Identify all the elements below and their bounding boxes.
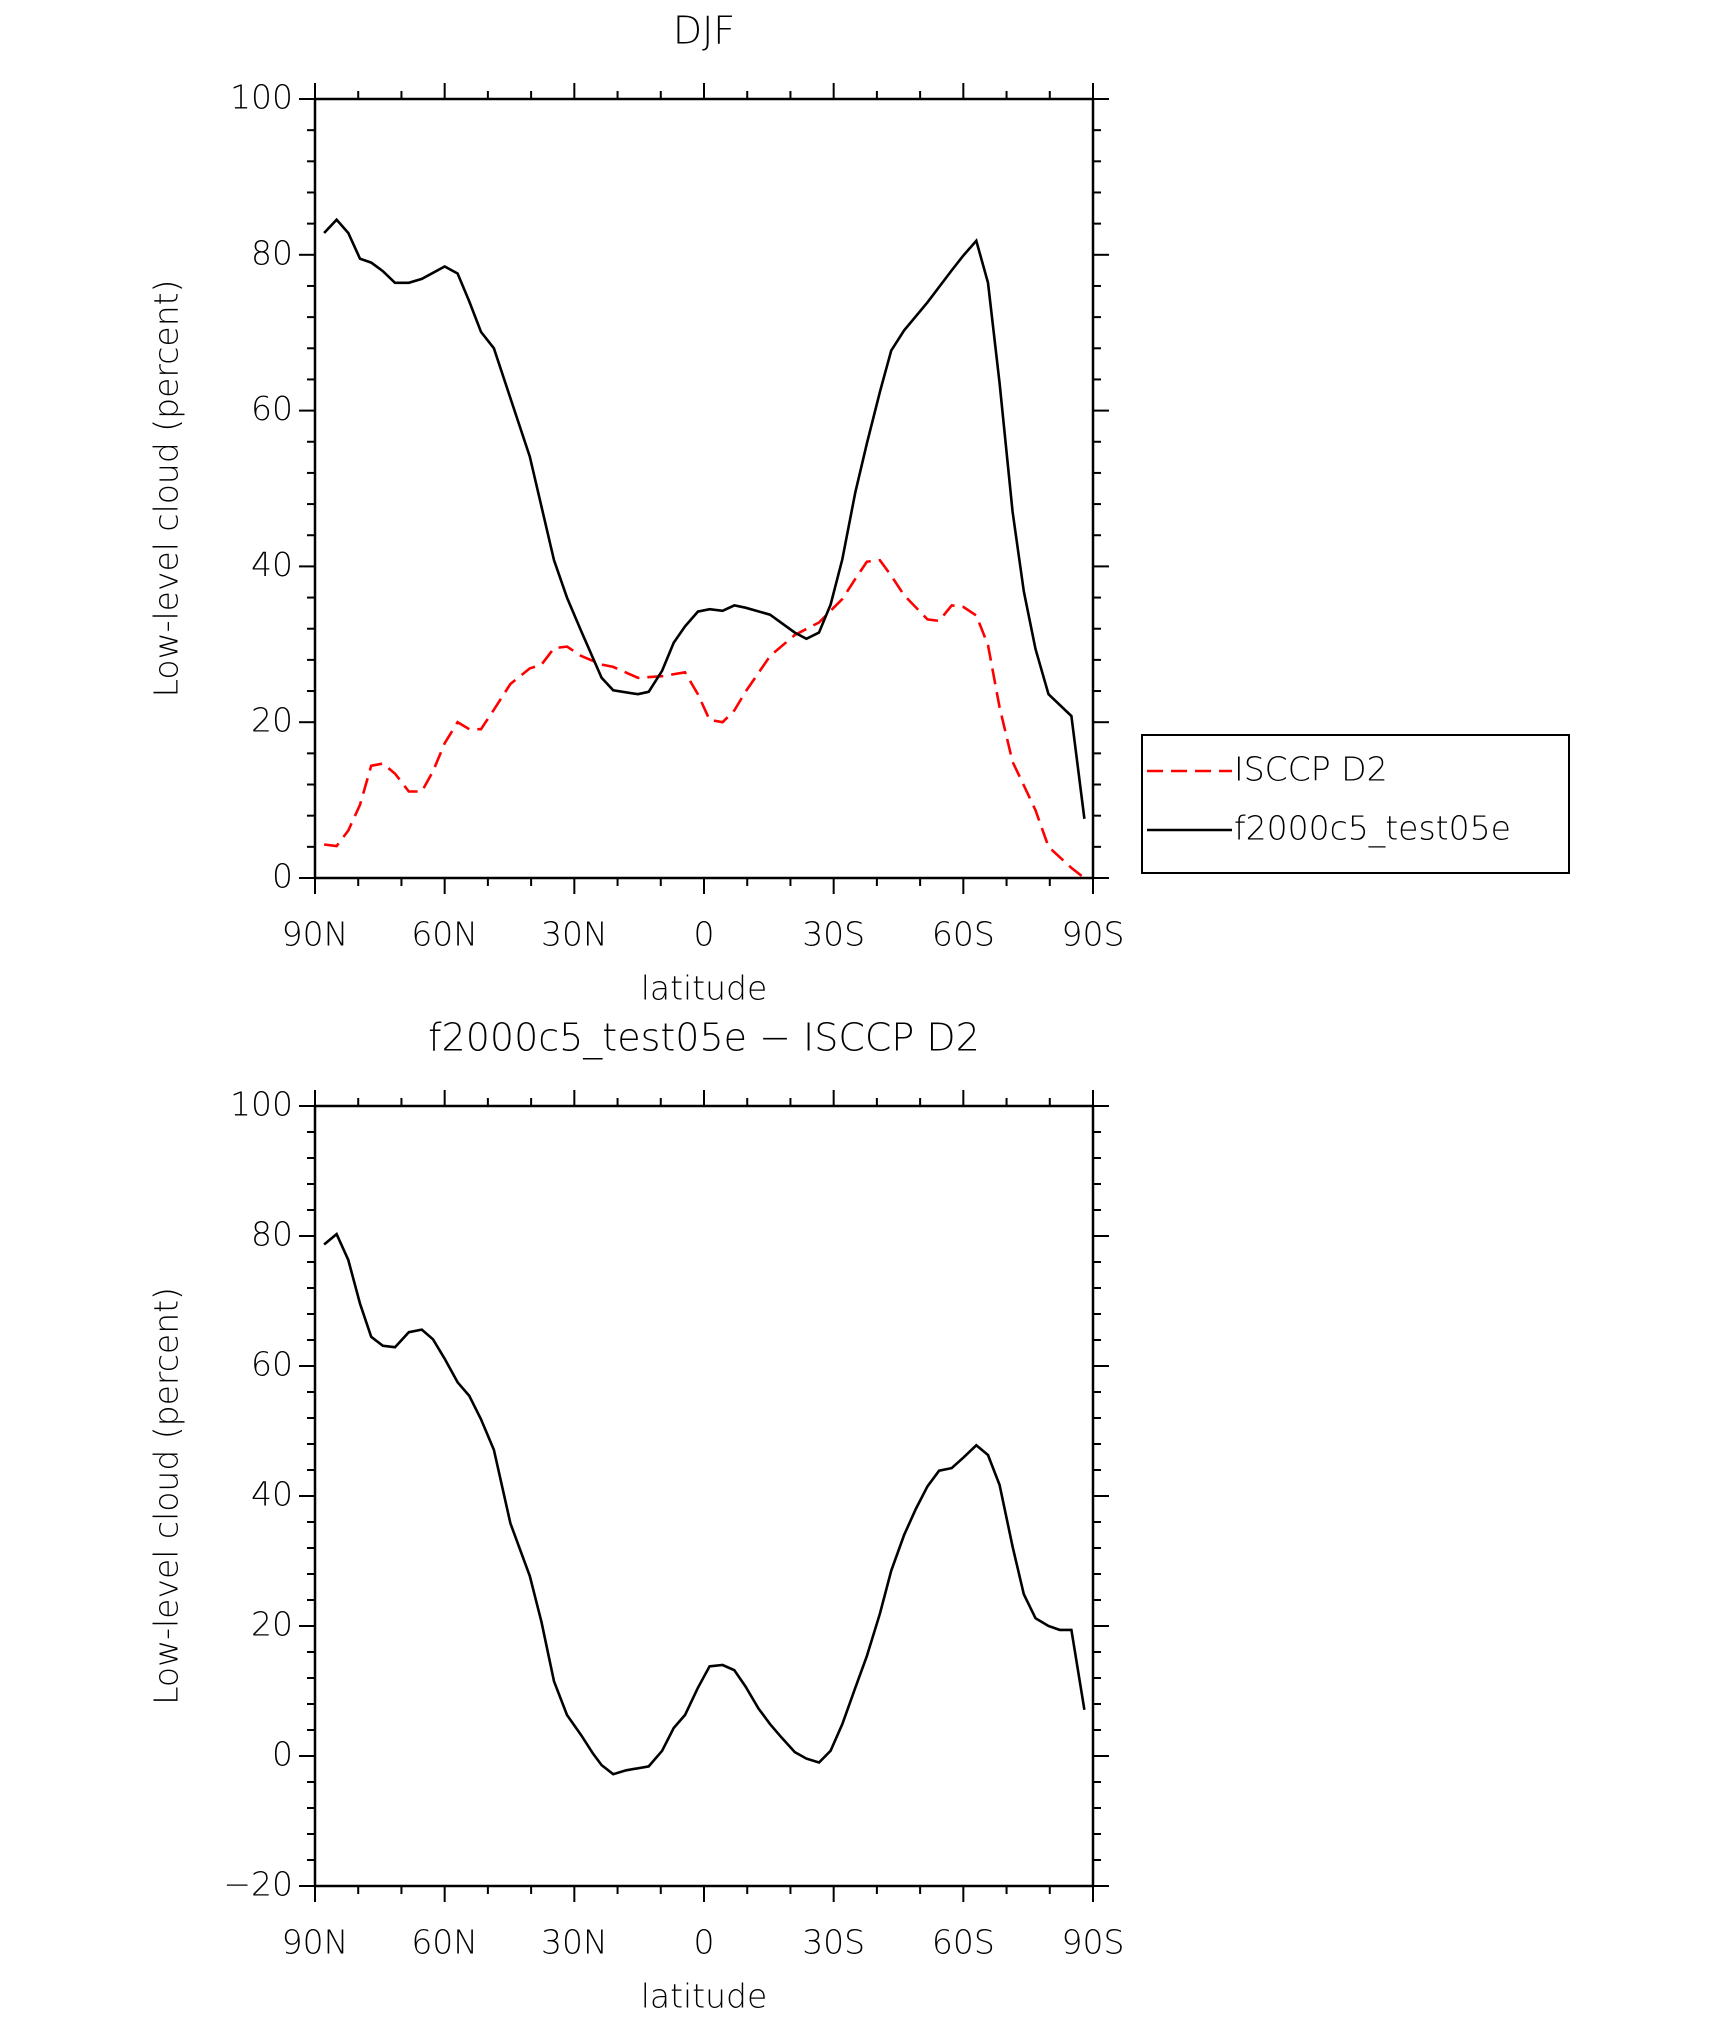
y-tick-label: 60 — [251, 389, 293, 428]
x-tick-label: 60N — [411, 1923, 478, 1962]
series-line — [323, 1232, 1086, 1776]
y-tick-label: 60 — [251, 1345, 293, 1384]
x-tick-label: 0 — [694, 1923, 715, 1962]
x-tick-label: 60N — [411, 915, 478, 954]
y-axis-label: Low-level cloud (percent) — [147, 280, 186, 698]
x-tick-label: 90S — [1062, 915, 1125, 954]
plot-frame — [313, 1104, 1095, 1888]
y-tick-label: 20 — [251, 701, 293, 740]
x-axis-label: latitude — [641, 969, 768, 1008]
x-tick-label: 0 — [694, 915, 715, 954]
y-tick-label: 100 — [230, 78, 293, 117]
x-tick-label: 90N — [282, 1923, 349, 1962]
chart-title: DJF — [673, 9, 735, 53]
y-tick-label: 40 — [251, 1475, 293, 1514]
x-axis-label: latitude — [641, 1977, 768, 2016]
y-tick-label: 80 — [251, 1215, 293, 1254]
panel: f2000c5_test05e − ISCCP D2 latitude Low-le… — [147, 1016, 1125, 2016]
y-tick-label: 20 — [251, 1605, 293, 1644]
y-axis-label: Low-level cloud (percent) — [147, 1287, 186, 1705]
y-tick-label: 100 — [230, 1085, 293, 1124]
y-tick-label: 40 — [251, 545, 293, 584]
y-tick-label: 0 — [272, 1735, 293, 1774]
x-tick-label: 30N — [541, 915, 608, 954]
y-tick-label: −20 — [223, 1865, 293, 1904]
series-line — [323, 558, 1086, 880]
legend-label: ISCCP D2 — [1234, 750, 1388, 789]
y-tick-label: 80 — [251, 233, 293, 272]
x-tick-label: 60S — [932, 915, 995, 954]
x-tick-label: 90S — [1062, 1923, 1125, 1962]
legend-box — [1141, 734, 1570, 874]
chart-title: f2000c5_test05e − ISCCP D2 — [428, 1016, 980, 1061]
x-tick-label: 30S — [802, 1923, 865, 1962]
x-tick-label: 30N — [541, 1923, 608, 1962]
y-tick-label: 0 — [272, 857, 293, 896]
x-tick-label: 30S — [802, 915, 865, 954]
legend-label: f2000c5_test05e — [1234, 809, 1511, 849]
panel: DJF latitude Low-level cloud (percent) 0 20 4… — [147, 9, 1570, 1008]
x-tick-label: 60S — [932, 1923, 995, 1962]
series-line — [323, 217, 1086, 819]
plot-frame — [313, 97, 1095, 880]
x-tick-label: 90N — [282, 915, 349, 954]
